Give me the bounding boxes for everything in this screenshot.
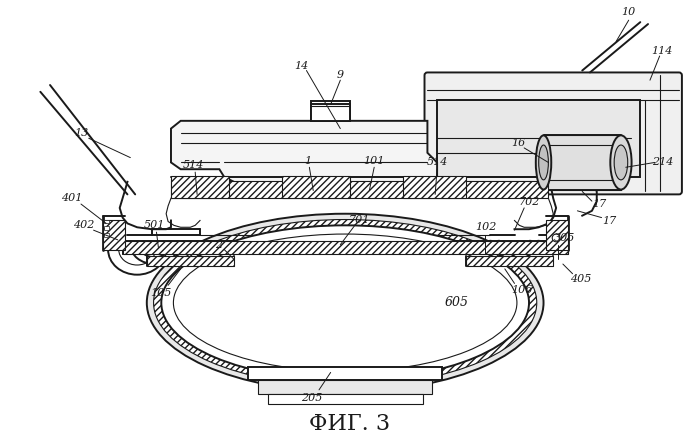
Text: 402: 402	[74, 220, 95, 230]
Text: 514: 514	[426, 157, 448, 168]
Text: 2: 2	[215, 240, 222, 250]
Text: 105: 105	[150, 288, 172, 298]
Ellipse shape	[539, 145, 548, 180]
Text: 405: 405	[570, 273, 591, 284]
Bar	[122, 241, 568, 254]
Text: 501: 501	[144, 220, 165, 230]
FancyBboxPatch shape	[424, 72, 682, 194]
Text: 17: 17	[602, 217, 617, 227]
Bar	[171, 176, 229, 198]
Text: 14: 14	[295, 61, 309, 71]
Bar	[312, 101, 350, 121]
Text: 1: 1	[304, 156, 311, 165]
Text: 13: 13	[74, 128, 88, 138]
Bar	[104, 226, 109, 230]
Bar	[104, 233, 109, 237]
Ellipse shape	[174, 234, 517, 371]
Text: 701: 701	[349, 214, 370, 224]
Circle shape	[552, 234, 560, 242]
Text: 10: 10	[622, 7, 636, 18]
Text: 106: 106	[512, 285, 533, 295]
Ellipse shape	[161, 225, 529, 380]
Ellipse shape	[614, 145, 628, 180]
Ellipse shape	[147, 214, 543, 392]
Text: 702: 702	[518, 197, 540, 207]
Bar	[437, 100, 640, 177]
Bar	[543, 135, 621, 190]
Bar	[104, 220, 109, 224]
Text: 114: 114	[651, 46, 672, 56]
Ellipse shape	[153, 220, 537, 386]
Bar	[466, 256, 553, 266]
Text: ФИГ. 3: ФИГ. 3	[309, 413, 391, 435]
Polygon shape	[171, 121, 437, 187]
Ellipse shape	[610, 135, 631, 190]
Bar	[258, 380, 433, 394]
Bar	[282, 176, 350, 198]
Text: 101: 101	[363, 156, 385, 165]
Text: 17: 17	[592, 199, 607, 209]
Bar	[103, 220, 125, 250]
Bar	[547, 220, 568, 250]
Text: 9: 9	[337, 71, 344, 80]
Bar	[147, 256, 234, 266]
Ellipse shape	[536, 135, 552, 190]
Bar	[403, 176, 466, 198]
Text: 305: 305	[554, 233, 575, 243]
Bar	[171, 181, 548, 198]
Bar	[267, 394, 423, 404]
Text: 401: 401	[61, 193, 82, 203]
Text: 514: 514	[183, 161, 204, 170]
Bar	[248, 366, 442, 380]
Text: 605: 605	[444, 296, 468, 309]
Text: 16: 16	[511, 138, 526, 148]
Text: 214: 214	[652, 157, 673, 168]
Text: 102: 102	[475, 222, 496, 232]
Text: 205: 205	[300, 392, 322, 403]
Polygon shape	[312, 105, 350, 121]
